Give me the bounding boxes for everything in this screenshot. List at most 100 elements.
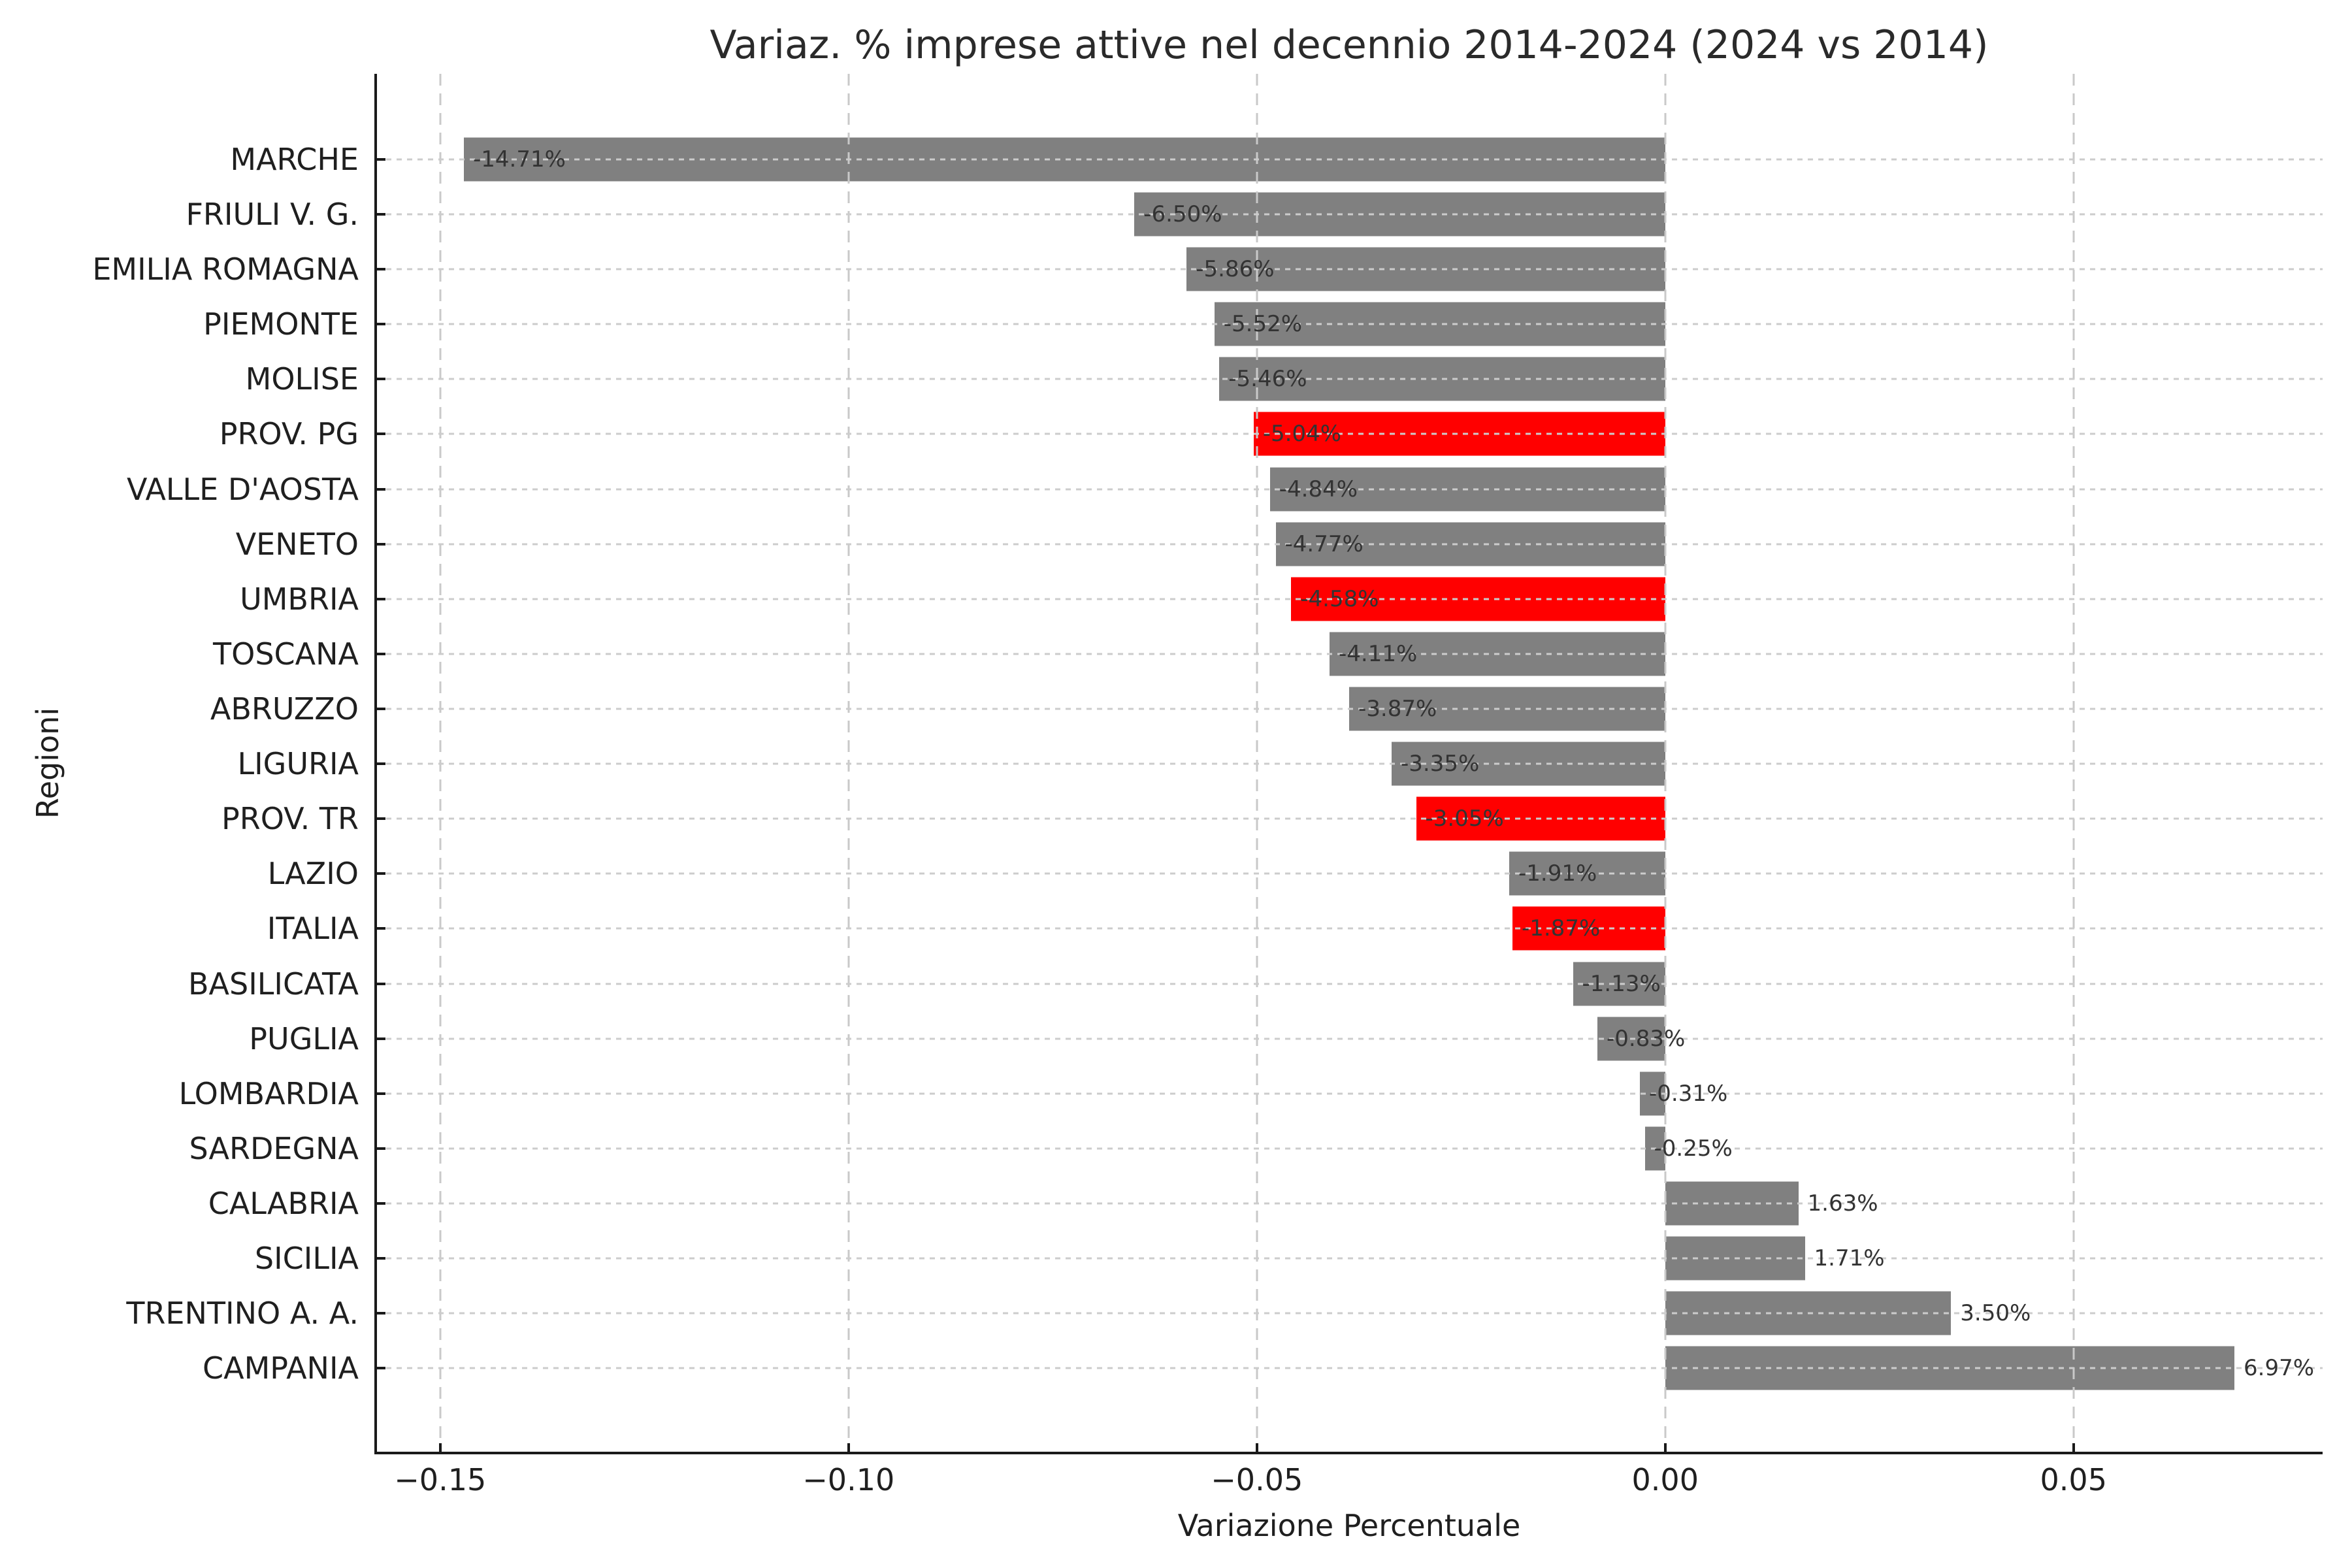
y-tick <box>376 433 385 436</box>
y-gridline <box>376 817 2323 820</box>
bar-value-label: -3.35% <box>1401 751 1480 777</box>
y-gridline <box>376 927 2323 930</box>
y-tick <box>376 982 385 985</box>
category-label: TRENTINO A. A. <box>126 1296 359 1331</box>
y-tick <box>376 1147 385 1150</box>
y-tick <box>376 872 385 875</box>
category-label: LIGURIA <box>237 746 359 782</box>
bar-value-label: -5.52% <box>1223 311 1303 338</box>
y-tick <box>376 597 385 600</box>
y-gridline <box>376 1312 2323 1315</box>
y-tick <box>376 213 385 216</box>
x-tick <box>2072 1443 2075 1453</box>
y-tick <box>376 157 385 161</box>
category-label: UMBRIA <box>240 581 359 617</box>
y-gridline <box>376 433 2323 435</box>
y-tick <box>376 378 385 381</box>
category-label: LAZIO <box>267 856 359 892</box>
bar-value-label: -4.77% <box>1284 531 1364 557</box>
y-gridline <box>376 268 2323 270</box>
y-gridline <box>376 158 2323 161</box>
y-tick <box>376 1367 385 1370</box>
bar-value-label: -0.31% <box>1648 1080 1728 1107</box>
y-gridline <box>376 488 2323 491</box>
category-label: PUGLIA <box>249 1021 359 1056</box>
bar-value-label: -0.25% <box>1654 1135 1733 1162</box>
bar-value-label: -5.46% <box>1228 366 1307 393</box>
category-label: PIEMONTE <box>203 306 359 342</box>
y-gridline <box>376 323 2323 325</box>
bar-value-label: -3.05% <box>1425 806 1504 832</box>
y-gridline <box>376 983 2323 985</box>
y-tick <box>376 927 385 930</box>
category-label: SARDEGNA <box>189 1130 359 1166</box>
bar-value-label: -1.13% <box>1582 970 1661 997</box>
y-gridline <box>376 1147 2323 1150</box>
category-label: CALABRIA <box>208 1185 359 1221</box>
bar-value-label: -5.04% <box>1262 421 1342 448</box>
bar-value-label: 1.71% <box>1814 1245 1885 1272</box>
bar-value-label: 1.63% <box>1807 1190 1878 1217</box>
y-tick <box>376 542 385 546</box>
y-tick <box>376 1092 385 1095</box>
category-label: PROV. PG <box>219 416 359 452</box>
y-gridline <box>376 1257 2323 1260</box>
y-tick <box>376 1312 385 1315</box>
x-axis-label: Variazione Percentuale <box>1177 1508 1521 1543</box>
y-tick <box>376 708 385 710</box>
y-tick <box>376 268 385 271</box>
x-tick-label: −0.15 <box>394 1462 487 1497</box>
category-label: BASILICATA <box>188 966 359 1002</box>
y-gridline <box>376 708 2323 710</box>
category-label: MOLISE <box>245 361 359 397</box>
category-label: SICILIA <box>254 1241 359 1277</box>
bar-value-label: -6.50% <box>1143 201 1222 228</box>
x-tick-label: 0.05 <box>2040 1462 2107 1497</box>
y-tick <box>376 1201 385 1205</box>
x-tick-label: −0.10 <box>802 1462 895 1497</box>
x-axis-spine <box>374 1452 2323 1454</box>
x-tick <box>1663 1443 1667 1453</box>
y-gridline <box>376 543 2323 546</box>
x-tick <box>1255 1443 1258 1453</box>
category-label: ABRUZZO <box>210 691 359 727</box>
x-tick-label: −0.05 <box>1211 1462 1303 1497</box>
bar-value-label: -4.58% <box>1300 585 1379 612</box>
y-gridline <box>376 1092 2323 1095</box>
category-label: ITALIA <box>267 911 359 947</box>
category-label: TOSCANA <box>213 636 359 672</box>
category-label: EMILIA ROMAGNA <box>92 252 359 287</box>
category-label: VALLE D'AOSTA <box>126 471 359 507</box>
y-tick <box>376 1037 385 1040</box>
x-tick <box>438 1443 442 1453</box>
x-tick <box>847 1443 850 1453</box>
y-gridline <box>376 872 2323 875</box>
bar-value-label: -4.11% <box>1339 640 1418 667</box>
chart-title: Variaz. % imprese attive nel decennio 20… <box>710 22 1989 68</box>
bar-value-label: -5.86% <box>1196 256 1275 283</box>
bar-value-label: 6.97% <box>2244 1355 2315 1382</box>
category-label: FRIULI V. G. <box>186 197 359 233</box>
y-tick <box>376 817 385 821</box>
y-tick <box>376 762 385 766</box>
y-gridline <box>376 762 2323 765</box>
y-gridline <box>376 1202 2323 1205</box>
category-label: MARCHE <box>230 141 359 177</box>
bar-value-label: -0.83% <box>1607 1025 1686 1052</box>
bar-value-label: -1.91% <box>1518 860 1597 887</box>
bar-value-label: -3.87% <box>1358 696 1437 722</box>
y-tick <box>376 487 385 491</box>
y-axis-label: Regioni <box>30 707 65 819</box>
category-label: LOMBARDIA <box>178 1075 359 1111</box>
y-gridline <box>376 598 2323 600</box>
y-tick <box>376 323 385 326</box>
y-gridline <box>376 1367 2323 1369</box>
y-gridline <box>376 378 2323 380</box>
y-tick <box>376 652 385 655</box>
category-label: PROV. TR <box>221 801 359 837</box>
y-gridline <box>376 213 2323 216</box>
bar-value-label: 3.50% <box>1960 1300 2031 1327</box>
bar-value-label: -14.71% <box>473 146 566 172</box>
category-label: CAMPANIA <box>203 1350 359 1386</box>
